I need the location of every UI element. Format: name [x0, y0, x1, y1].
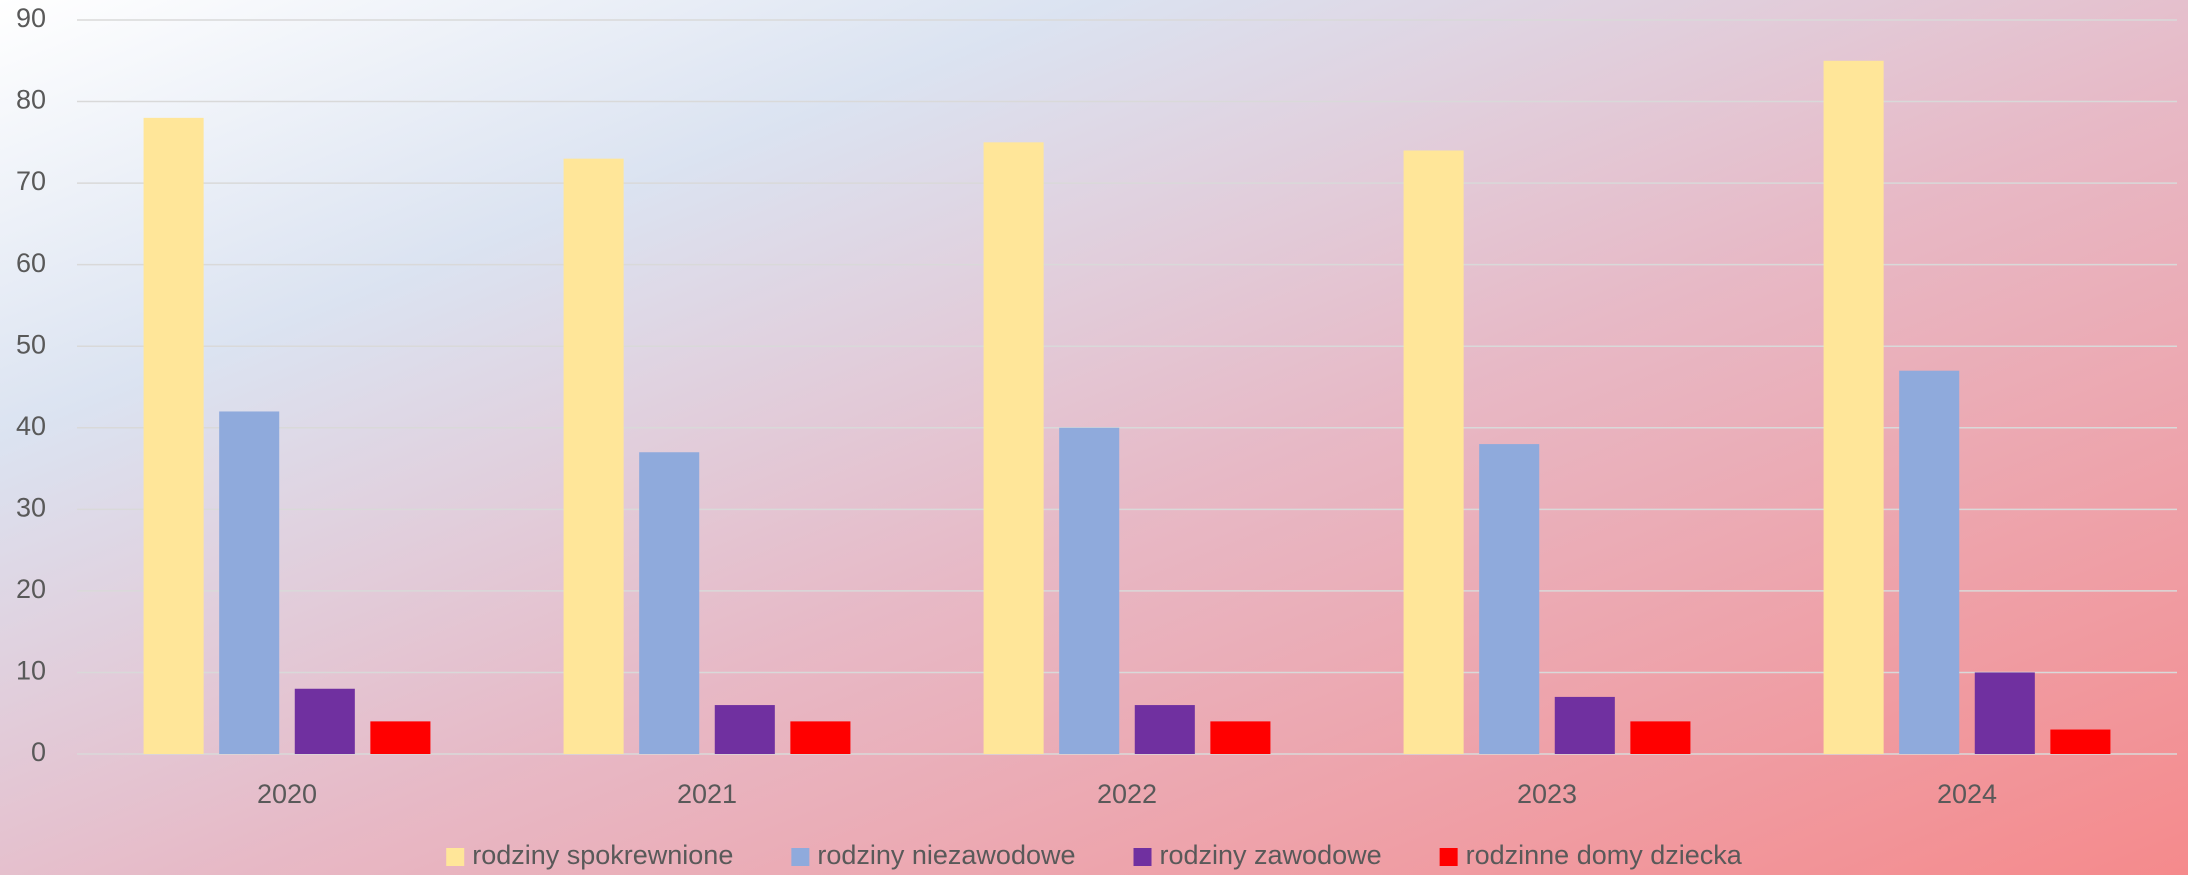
y-tick-label: 0 — [31, 737, 46, 767]
y-tick-label: 70 — [16, 166, 46, 196]
bar — [563, 158, 624, 755]
legend-swatch — [446, 848, 465, 866]
y-tick-label: 80 — [16, 85, 46, 115]
bar — [639, 452, 700, 754]
bar — [219, 411, 280, 754]
bar — [1974, 672, 2035, 754]
bar — [2050, 729, 2111, 754]
bar — [294, 688, 355, 754]
legend-label: rodzinne domy dziecka — [1466, 840, 1743, 870]
y-tick-label: 30 — [16, 492, 46, 522]
y-tick-label: 10 — [16, 656, 46, 686]
bar — [370, 721, 431, 754]
bar — [1554, 696, 1615, 754]
bar — [1403, 150, 1464, 754]
bar — [1059, 427, 1120, 754]
legend-label: rodziny niezawodowe — [817, 840, 1075, 870]
y-tick-label: 20 — [16, 574, 46, 604]
bar — [1134, 705, 1195, 754]
bar — [714, 705, 775, 754]
bar — [1899, 370, 1960, 754]
x-tick-label: 2022 — [1097, 779, 1157, 809]
bar — [1823, 60, 1884, 755]
y-tick-label: 50 — [16, 329, 46, 359]
legend-swatch — [1439, 848, 1458, 866]
bar — [983, 142, 1044, 755]
x-tick-label: 2020 — [257, 779, 317, 809]
legend-label: rodziny spokrewnione — [472, 840, 733, 870]
y-tick-label: 60 — [16, 248, 46, 278]
x-tick-label: 2023 — [1517, 779, 1577, 809]
y-tick-label: 40 — [16, 411, 46, 441]
bar — [1210, 721, 1271, 754]
bar — [790, 721, 851, 754]
bar — [1479, 444, 1540, 754]
legend-label: rodziny zawodowe — [1160, 840, 1382, 870]
x-tick-label: 2024 — [1937, 779, 1997, 809]
y-tick-label: 90 — [16, 3, 46, 33]
legend-swatch — [791, 848, 810, 866]
legend-swatch — [1133, 848, 1152, 866]
bar — [143, 117, 204, 754]
bar — [1630, 721, 1691, 754]
x-tick-label: 2021 — [677, 779, 737, 809]
